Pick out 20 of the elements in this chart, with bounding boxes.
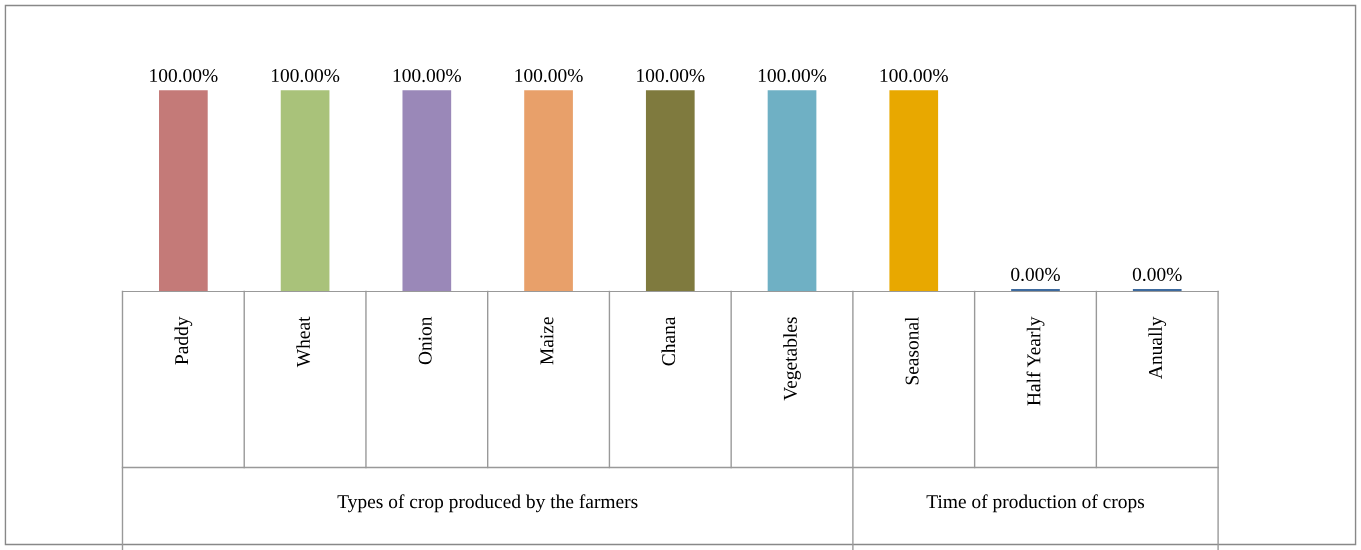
x-tick-label: Wheat [296,316,311,368]
x-tick-label: Seasonal [904,316,919,385]
data-label: 100.00% [515,68,583,83]
data-label: 0.00% [1011,267,1060,282]
data-label: 0.00% [1132,267,1182,282]
text: Types of crop produced by the farmers [337,494,638,513]
x-tick-label: Paddy [174,316,193,365]
data-label: 100.00% [758,68,827,83]
data-label: 100.00% [271,68,340,83]
x-tick-label: Chana [661,316,676,366]
data-label: 100.00% [880,68,948,83]
data-label: 100.00% [637,68,705,83]
data-label: 100.00% [393,68,461,83]
x-tick-label: Half Yearly [1026,316,1045,406]
text: Time of production of crops [926,494,1145,513]
x-tick-label: Onion [418,316,432,365]
x-tick-label: Anually [1148,316,1167,379]
x-tick-label: Vegetables [783,317,801,401]
x-tick-label: Maize [540,317,554,365]
data-label: 100.00% [150,68,218,83]
